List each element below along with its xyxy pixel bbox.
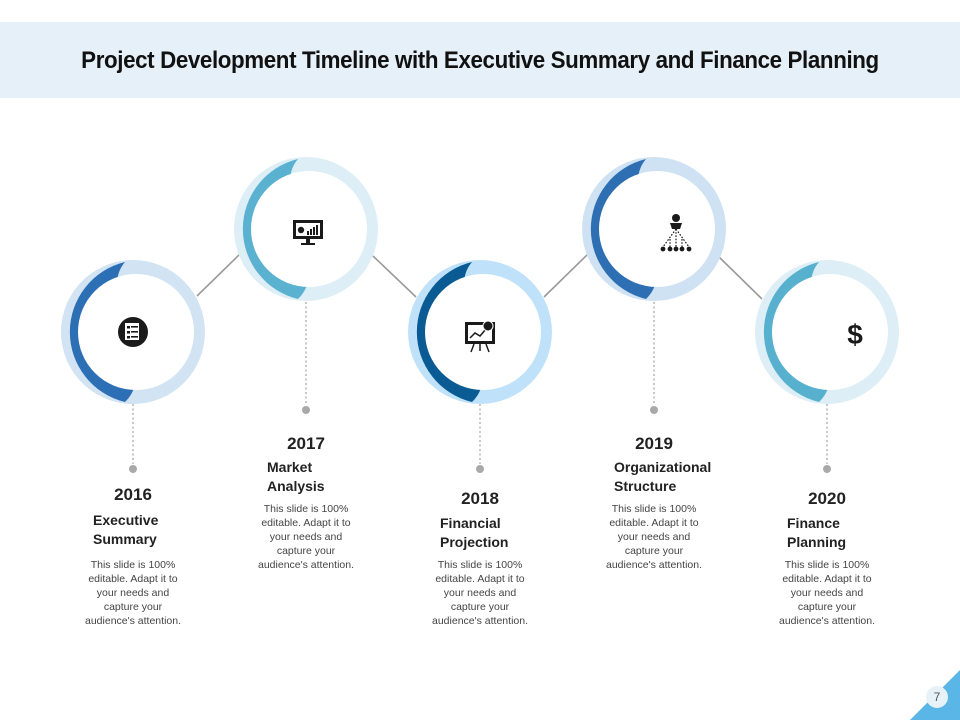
milestone-label-2020: Finance Planning [787,515,847,550]
milestone-description-2018: This slide is 100% editable. Adapt it to… [432,559,528,627]
milestone-description-2019: This slide is 100% editable. Adapt it to… [606,503,702,571]
year-2018: 2018 [461,489,499,508]
connector-line [372,255,417,298]
milestone-description-2016: This slide is 100% editable. Adapt it to… [85,559,181,627]
analytics-monitor-icon [293,220,323,245]
presentation-board-icon [465,320,495,353]
circle-inner [599,171,715,287]
milestone-circle-2019 [582,157,726,301]
connector-line [196,252,242,297]
page-number: 7 [926,686,948,708]
milestone-circle-2018 [408,260,552,404]
circle-inner [772,274,888,390]
year-2020: 2020 [808,489,846,508]
drop-dot [129,465,137,473]
drop-dot [302,406,310,414]
connector-line [543,252,590,298]
year-2017: 2017 [287,434,325,453]
drop-dot [476,465,484,473]
year-2016: 2016 [114,485,152,504]
title-banner [0,22,960,98]
milestone-label-2016: Executive Summary [93,512,159,547]
drop-dot [650,406,658,414]
year-2019: 2019 [635,434,673,453]
milestone-description-2017: This slide is 100% editable. Adapt it to… [258,503,354,571]
page-title: Project Development Timeline with Execut… [81,47,879,74]
checklist-icon [118,317,148,347]
milestone-label-2017: Market Analysis [267,459,325,494]
milestone-label-2018: Financial Projection [440,515,509,550]
milestone-circle-2020: $ [755,260,899,404]
dollar-icon: $ [847,319,863,350]
milestone-circle-2016 [61,260,205,404]
milestone-label-2019: Organizational Structure [614,459,712,494]
milestone-circle-2017 [234,157,378,301]
org-chart-icon [660,214,692,252]
drop-dot [823,465,831,473]
milestone-description-2020: This slide is 100% editable. Adapt it to… [779,559,875,627]
connector-line [717,255,763,300]
